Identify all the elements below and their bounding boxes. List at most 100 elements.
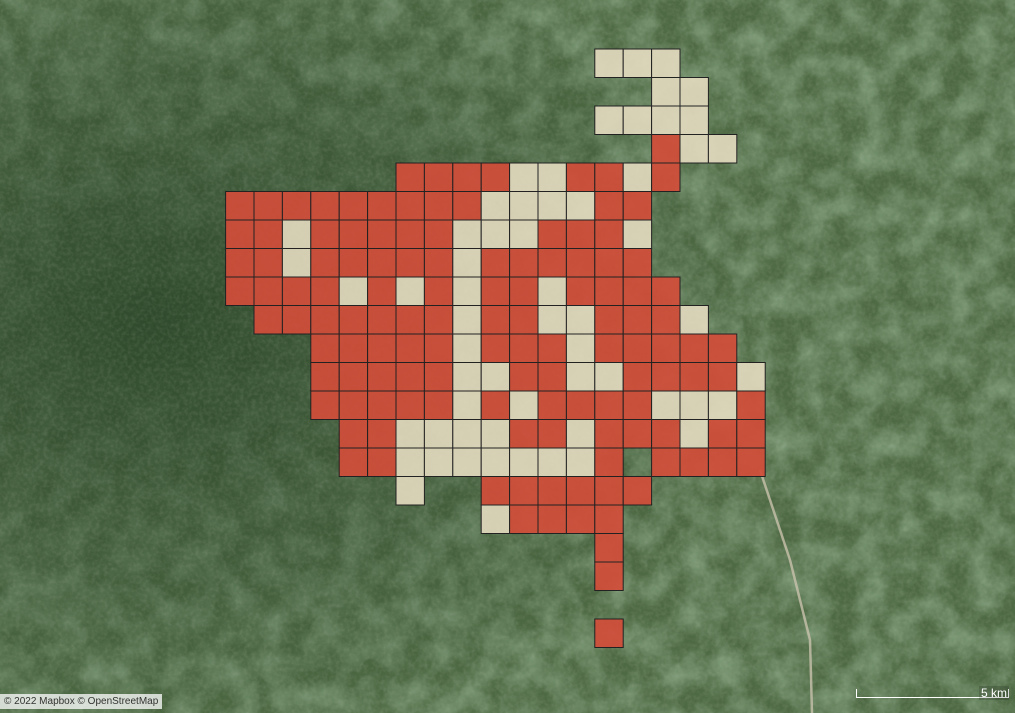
grid-cell-low[interactable] — [622, 219, 653, 249]
grid-cell-low[interactable] — [679, 390, 709, 420]
grid-cell-high[interactable] — [367, 219, 397, 249]
grid-cell-high[interactable] — [622, 362, 653, 392]
grid-cell-low[interactable] — [395, 276, 425, 306]
grid-cell-high[interactable] — [679, 333, 709, 363]
grid-cell-high[interactable] — [338, 305, 369, 335]
grid-cell-high[interactable] — [594, 162, 624, 192]
grid-cell-high[interactable] — [537, 390, 567, 420]
grid-cell-high[interactable] — [395, 362, 425, 392]
grid-cell-high[interactable] — [509, 248, 539, 278]
grid-cell-low[interactable] — [622, 162, 653, 192]
grid-cell-high[interactable] — [367, 362, 397, 392]
grid-cell-high[interactable] — [622, 419, 653, 449]
grid-cell-high[interactable] — [594, 618, 624, 648]
grid-cell-low[interactable] — [679, 77, 709, 107]
grid-cell-high[interactable] — [679, 362, 709, 392]
grid-cell-high[interactable] — [310, 276, 340, 306]
grid-cell-low[interactable] — [565, 362, 596, 392]
grid-cell-high[interactable] — [480, 476, 511, 506]
grid-cell-high[interactable] — [651, 276, 681, 306]
grid-cell-high[interactable] — [225, 219, 255, 249]
grid-cell-low[interactable] — [509, 191, 539, 221]
grid-cell-high[interactable] — [367, 276, 397, 306]
grid-cell-low[interactable] — [452, 248, 482, 278]
grid-cell-low[interactable] — [679, 105, 709, 135]
grid-cell-high[interactable] — [622, 476, 653, 506]
grid-cell-high[interactable] — [622, 305, 653, 335]
grid-cell-high[interactable] — [736, 390, 766, 420]
grid-cell-high[interactable] — [310, 390, 340, 420]
grid-cell-low[interactable] — [509, 390, 539, 420]
grid-cell-high[interactable] — [423, 362, 454, 392]
grid-cell-high[interactable] — [651, 333, 681, 363]
grid-cell-low[interactable] — [509, 447, 539, 477]
grid-cell-high[interactable] — [594, 305, 624, 335]
grid-cell-low[interactable] — [594, 362, 624, 392]
grid-cell-high[interactable] — [423, 390, 454, 420]
grid-cell-high[interactable] — [480, 390, 511, 420]
grid-cell-high[interactable] — [707, 447, 738, 477]
grid-cell-high[interactable] — [651, 134, 681, 164]
grid-cell-high[interactable] — [537, 333, 567, 363]
grid-cell-high[interactable] — [253, 191, 283, 221]
grid-cell-low[interactable] — [651, 390, 681, 420]
grid-cell-high[interactable] — [736, 419, 766, 449]
grid-cell-high[interactable] — [338, 333, 369, 363]
grid-cell-high[interactable] — [367, 333, 397, 363]
grid-cell-high[interactable] — [338, 248, 369, 278]
grid-cell-low[interactable] — [281, 219, 312, 249]
grid-cell-low[interactable] — [537, 305, 567, 335]
grid-cell-high[interactable] — [736, 447, 766, 477]
grid-cell-low[interactable] — [338, 276, 369, 306]
grid-cell-high[interactable] — [594, 561, 624, 591]
grid-cell-low[interactable] — [452, 276, 482, 306]
grid-cell-high[interactable] — [651, 362, 681, 392]
grid-cell-low[interactable] — [537, 276, 567, 306]
grid-cell-high[interactable] — [594, 419, 624, 449]
grid-cell-high[interactable] — [509, 305, 539, 335]
grid-cell-low[interactable] — [707, 390, 738, 420]
grid-cell-high[interactable] — [565, 219, 596, 249]
grid-cell-high[interactable] — [338, 219, 369, 249]
grid-cell-low[interactable] — [679, 305, 709, 335]
grid-cell-low[interactable] — [537, 447, 567, 477]
grid-cell-low[interactable] — [452, 390, 482, 420]
grid-cell-high[interactable] — [480, 276, 511, 306]
grid-cell-high[interactable] — [395, 305, 425, 335]
grid-cell-low[interactable] — [622, 105, 653, 135]
grid-cell-high[interactable] — [651, 447, 681, 477]
grid-cell-high[interactable] — [509, 362, 539, 392]
grid-cell-high[interactable] — [622, 248, 653, 278]
grid-cell-high[interactable] — [338, 447, 369, 477]
grid-cell-low[interactable] — [736, 362, 766, 392]
grid-cell-low[interactable] — [452, 219, 482, 249]
grid-cell-high[interactable] — [423, 162, 454, 192]
grid-cell-high[interactable] — [367, 419, 397, 449]
grid-cell-high[interactable] — [281, 305, 312, 335]
grid-cell-high[interactable] — [594, 191, 624, 221]
grid-cell-high[interactable] — [594, 447, 624, 477]
grid-cell-high[interactable] — [253, 248, 283, 278]
grid-cell-low[interactable] — [480, 191, 511, 221]
grid-cell-high[interactable] — [537, 504, 567, 534]
grid-cell-high[interactable] — [253, 219, 283, 249]
grid-cell-high[interactable] — [310, 219, 340, 249]
grid-cell-high[interactable] — [423, 248, 454, 278]
grid-cell-low[interactable] — [537, 162, 567, 192]
grid-cell-high[interactable] — [225, 276, 255, 306]
grid-cell-high[interactable] — [310, 362, 340, 392]
grid-cell-low[interactable] — [480, 219, 511, 249]
grid-cell-high[interactable] — [594, 219, 624, 249]
grid-cell-high[interactable] — [480, 162, 511, 192]
grid-cell-high[interactable] — [423, 191, 454, 221]
grid-cell-high[interactable] — [537, 362, 567, 392]
grid-cell-low[interactable] — [509, 162, 539, 192]
grid-cell-high[interactable] — [509, 504, 539, 534]
grid-cell-high[interactable] — [310, 305, 340, 335]
grid-cell-high[interactable] — [423, 219, 454, 249]
grid-cell-high[interactable] — [225, 248, 255, 278]
grid-cell-low[interactable] — [281, 248, 312, 278]
grid-cell-high[interactable] — [537, 476, 567, 506]
grid-cell-low[interactable] — [423, 447, 454, 477]
grid-cell-high[interactable] — [537, 248, 567, 278]
